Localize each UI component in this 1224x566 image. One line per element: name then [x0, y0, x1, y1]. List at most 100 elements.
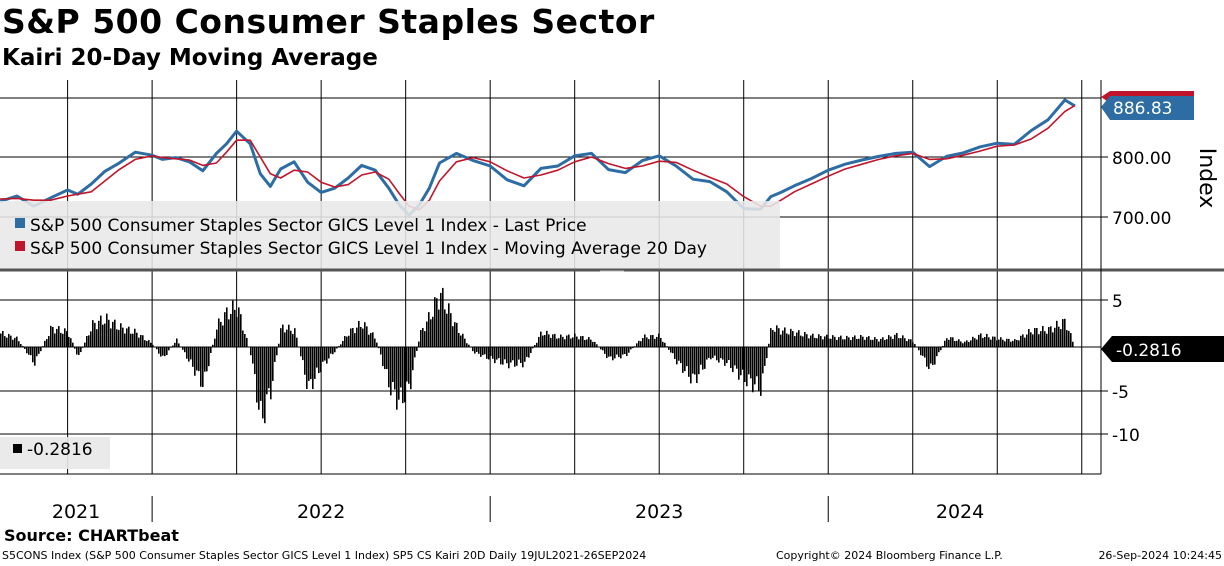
kairi-bar — [286, 329, 288, 347]
kairi-bar — [644, 334, 646, 347]
kairi-bar — [450, 313, 452, 347]
kairi-bar — [512, 347, 514, 361]
kairi-bar — [626, 347, 628, 357]
year-label-2021: 2021 — [52, 501, 100, 523]
kairi-bar — [22, 346, 24, 347]
chart-subtitle: Kairi 20-Day Moving Average — [2, 45, 378, 71]
kairi-bar — [1020, 335, 1022, 347]
kairi-bar — [822, 339, 824, 347]
kairi-bar — [1074, 346, 1076, 348]
kairi-bar — [1036, 328, 1038, 347]
kairi-bar — [330, 347, 332, 354]
kairi-bar — [758, 347, 760, 392]
kairi-bar — [918, 347, 920, 351]
kairi-bar — [634, 346, 636, 347]
kairi-bar — [582, 336, 584, 347]
kairi-bar — [940, 347, 942, 351]
kairi-bar — [200, 347, 202, 387]
kairi-bar — [690, 347, 692, 384]
kairi-bar — [1046, 333, 1048, 347]
kairi-bar — [372, 332, 374, 347]
series-line-moving-average — [0, 104, 1076, 211]
kairi-bar — [780, 334, 782, 347]
ytick-label-5: 5 — [1112, 292, 1123, 312]
kairi-bar — [552, 334, 554, 347]
kairi-bar — [902, 335, 904, 347]
kairi-bar — [316, 347, 318, 368]
kairi-bar — [164, 347, 166, 357]
kairi-bar — [860, 334, 862, 347]
kairi-bar — [1028, 328, 1030, 347]
kairi-bar — [10, 335, 12, 347]
kairi-bar — [276, 347, 278, 356]
kairi-bar — [0, 333, 2, 347]
kairi-bar — [482, 347, 484, 356]
kairi-bar — [364, 322, 366, 347]
kairi-bar — [950, 337, 952, 347]
kairi-bar — [770, 328, 772, 347]
kairi-bar — [764, 347, 766, 366]
kairi-bar — [80, 347, 82, 353]
kairi-bar — [646, 337, 648, 347]
kairi-bar — [1004, 341, 1006, 347]
kairi-bar — [152, 344, 154, 347]
kairi-bar — [996, 340, 998, 347]
kairi-bar — [686, 347, 688, 367]
kairi-bar — [30, 347, 32, 356]
kairi-bar — [590, 339, 592, 347]
kairi-bar — [768, 343, 770, 347]
kairi-bar — [652, 334, 654, 347]
kairi-bar — [490, 347, 492, 356]
kairi-bar — [160, 347, 162, 357]
kairi-bar — [480, 347, 482, 357]
kairi-bar — [550, 337, 552, 347]
kairi-bar — [278, 343, 280, 347]
kairi-bar — [554, 333, 556, 347]
kairi-bar — [458, 332, 460, 347]
kairi-bar — [120, 323, 122, 347]
kairi-bar — [674, 347, 676, 360]
kairi-bar — [148, 340, 150, 347]
kairi-bar — [428, 312, 430, 347]
kairi-bar — [368, 334, 370, 347]
kairi-bar — [748, 347, 750, 375]
kairi-bar — [484, 347, 486, 355]
footer-copyright: Copyright© 2024 Bloomberg Finance L.P. — [776, 549, 1003, 562]
kairi-bar — [172, 345, 174, 347]
kairi-bar — [282, 324, 284, 347]
kairi-bar — [548, 334, 550, 347]
kairi-bar — [1040, 331, 1042, 347]
kairi-bar — [604, 347, 606, 354]
kairi-bar — [898, 338, 900, 347]
kairi-bar — [174, 342, 176, 347]
kairi-bar — [94, 322, 96, 347]
kairi-bar — [856, 338, 858, 347]
kairi-bar — [656, 336, 658, 347]
kairi-bar — [586, 339, 588, 347]
kairi-bar — [970, 340, 972, 347]
kairi-bar — [928, 347, 930, 370]
kairi-bar — [836, 339, 838, 347]
kairi-bar — [350, 328, 352, 347]
kairi-bar — [196, 347, 198, 371]
kairi-bar — [304, 347, 306, 375]
kairi-bar — [320, 347, 322, 373]
kairi-bar — [878, 341, 880, 347]
kairi-bar — [244, 333, 246, 347]
kairi-bar — [694, 347, 696, 375]
kairi-bar — [106, 313, 108, 347]
kairi-bar — [216, 329, 218, 347]
kairi-bar — [134, 328, 136, 347]
kairi-bar — [988, 337, 990, 347]
kairi-bar — [430, 319, 432, 347]
kairi-bar — [424, 331, 426, 347]
kairi-bar — [390, 347, 392, 396]
kairi-bar — [544, 335, 546, 347]
kairi-bar — [300, 347, 302, 357]
kairi-bar — [182, 347, 184, 350]
kairi-bar — [226, 307, 228, 347]
kairi-bar — [614, 347, 616, 359]
kairi-bar — [536, 342, 538, 347]
kairi-bar — [32, 347, 34, 363]
kairi-bar — [336, 347, 338, 349]
